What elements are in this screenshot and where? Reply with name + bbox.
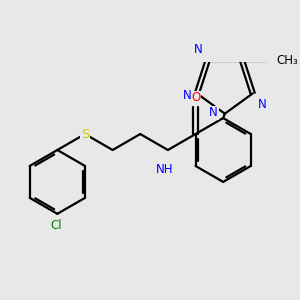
Text: N: N [194,44,203,56]
Text: N: N [258,98,266,111]
Text: CH₃: CH₃ [276,54,298,67]
Text: N: N [183,88,192,102]
Text: O: O [191,91,200,104]
Text: NH: NH [156,164,173,176]
Text: Cl: Cl [51,219,62,232]
Text: N: N [209,106,218,119]
Text: S: S [81,128,89,140]
